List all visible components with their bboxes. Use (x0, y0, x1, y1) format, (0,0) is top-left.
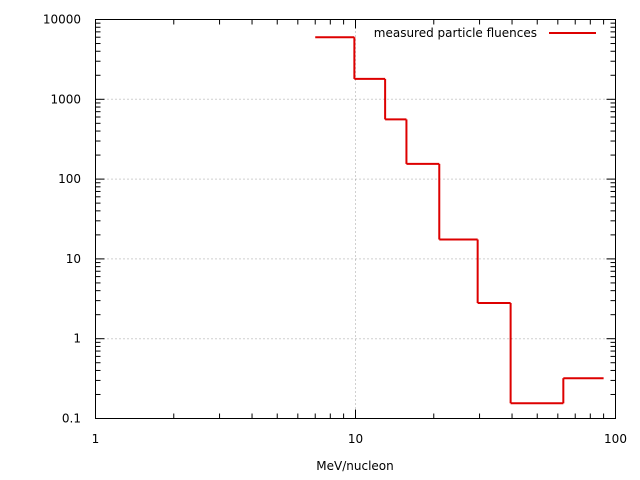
x-tick-label: 100 (604, 432, 627, 446)
y-tick-labels: 0.1 1 10 100 1000 10000 (43, 13, 81, 426)
grid-lines (95, 19, 616, 419)
y-tick-label: 10 (66, 252, 81, 266)
minor-ticks (95, 19, 616, 419)
x-tick-label: 1 (92, 432, 100, 446)
legend-entry-label: measured particle fluences (374, 26, 537, 40)
plot-frame (95, 19, 616, 419)
y-tick-label: 0.1 (62, 412, 81, 426)
x-axis-label: MeV/nucleon (316, 459, 393, 473)
legend: measured particle fluences (374, 26, 596, 40)
y-tick-label: 1000 (50, 92, 81, 106)
y-tick-label: 1 (73, 332, 81, 346)
x-tick-labels: 1 10 100 (92, 432, 627, 446)
x-tick-label: 10 (348, 432, 363, 446)
y-tick-label: 100 (58, 172, 81, 186)
series-group (315, 36, 604, 405)
y-tick-label: 10000 (43, 13, 81, 27)
